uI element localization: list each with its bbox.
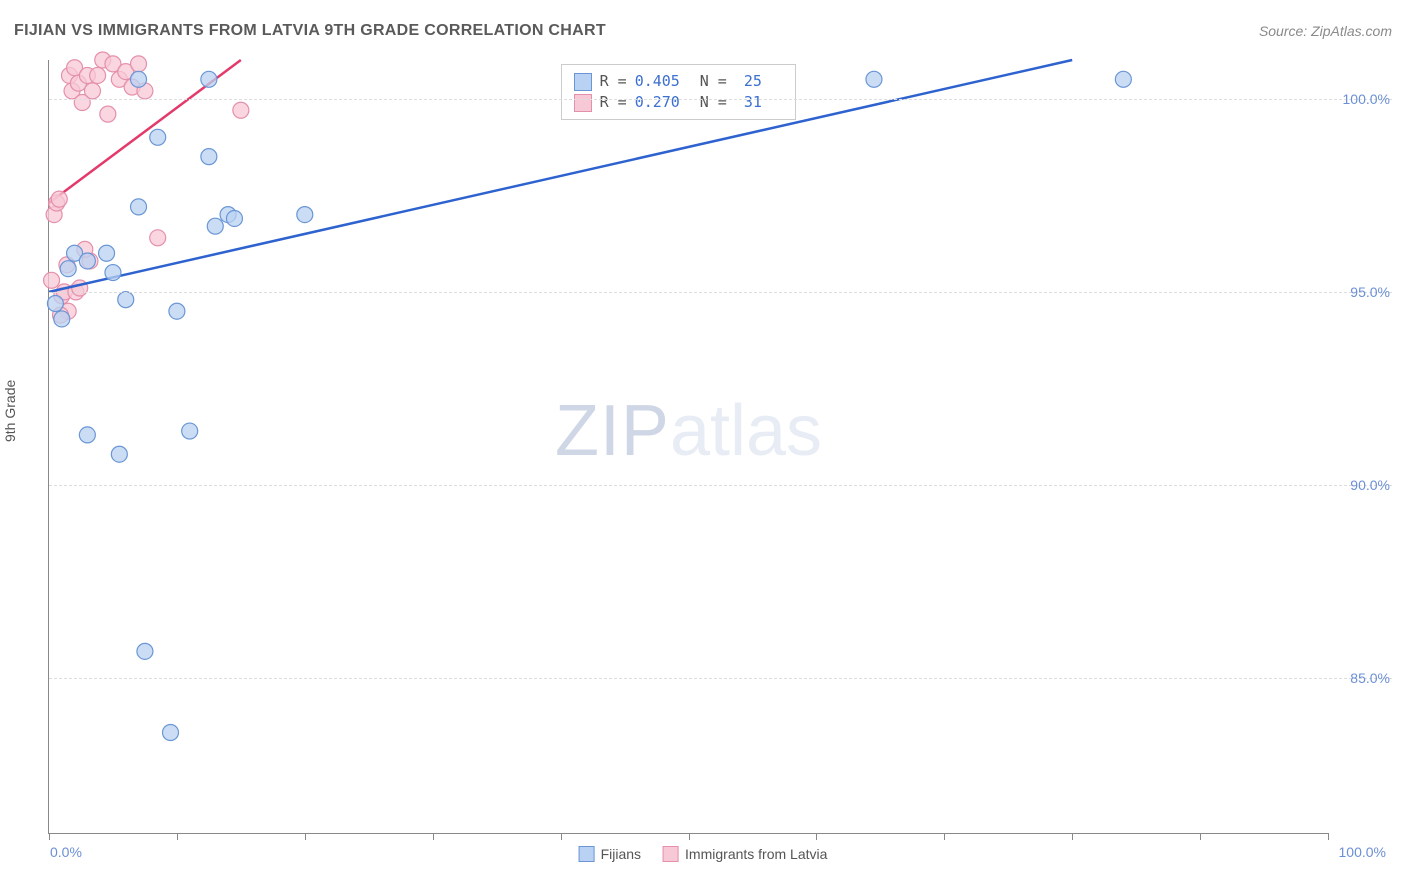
x-tick <box>689 833 690 840</box>
data-point-fijians <box>150 129 166 145</box>
data-point-fijians <box>131 199 147 215</box>
chart-title: FIJIAN VS IMMIGRANTS FROM LATVIA 9TH GRA… <box>14 22 606 40</box>
source-attribution: Source: ZipAtlas.com <box>1259 23 1392 39</box>
data-point-latvia <box>44 272 60 288</box>
chart-header: FIJIAN VS IMMIGRANTS FROM LATVIA 9TH GRA… <box>14 22 1392 40</box>
plot-area: ZIPatlas R =0.405 N = 25R =0.270 N = 31 … <box>48 60 1328 834</box>
x-tick <box>1072 833 1073 840</box>
x-tick <box>49 833 50 840</box>
data-point-fijians <box>169 303 185 319</box>
x-tick <box>944 833 945 840</box>
n-label: N = <box>691 71 727 92</box>
x-axis-min-label: 0.0% <box>50 844 82 860</box>
data-point-latvia <box>100 106 116 122</box>
data-point-fijians <box>182 423 198 439</box>
legend-item-latvia: Immigrants from Latvia <box>663 846 827 862</box>
series-legend: Fijians Immigrants from Latvia <box>579 846 828 862</box>
x-tick <box>305 833 306 840</box>
data-point-fijians <box>79 253 95 269</box>
corr-row-fijians: R = 0.405 N = 25 <box>574 71 783 92</box>
legend-label-fijians: Fijians <box>601 846 641 862</box>
data-point-fijians <box>1115 71 1131 87</box>
data-point-latvia <box>90 67 106 83</box>
data-point-fijians <box>131 71 147 87</box>
y-tick-label: 90.0% <box>1350 477 1390 493</box>
chart-container: 9th Grade ZIPatlas R =0.405 N = 25R =0.2… <box>14 54 1392 874</box>
data-point-fijians <box>111 446 127 462</box>
r-label: R = <box>600 71 627 92</box>
x-tick <box>561 833 562 840</box>
data-point-fijians <box>297 207 313 223</box>
data-point-latvia <box>150 230 166 246</box>
r-value-latvia: 0.270 <box>635 92 683 113</box>
data-point-fijians <box>99 245 115 261</box>
corr-swatch-fijians <box>574 73 592 91</box>
data-point-fijians <box>201 71 217 87</box>
data-point-fijians <box>105 265 121 281</box>
data-point-fijians <box>207 218 223 234</box>
corr-row-latvia: R = 0.270 N = 31 <box>574 92 783 113</box>
x-tick <box>433 833 434 840</box>
legend-item-fijians: Fijians <box>579 846 641 862</box>
x-axis-max-label: 100.0% <box>1339 844 1386 860</box>
data-point-latvia <box>51 191 67 207</box>
gridline <box>49 99 1392 100</box>
gridline <box>49 678 1392 679</box>
gridline <box>49 485 1392 486</box>
data-point-fijians <box>118 292 134 308</box>
data-point-latvia <box>131 56 147 72</box>
data-point-latvia <box>84 83 100 99</box>
data-point-fijians <box>137 643 153 659</box>
r-label: R = <box>600 92 627 113</box>
legend-swatch-fijians <box>579 846 595 862</box>
x-tick <box>816 833 817 840</box>
data-point-fijians <box>163 725 179 741</box>
data-point-fijians <box>54 311 70 327</box>
plot-svg <box>49 60 1328 833</box>
x-tick <box>1328 833 1329 840</box>
legend-swatch-latvia <box>663 846 679 862</box>
r-value-fijians: 0.405 <box>635 71 683 92</box>
data-point-fijians <box>47 295 63 311</box>
y-tick-label: 85.0% <box>1350 670 1390 686</box>
y-axis-label: 9th Grade <box>2 380 18 442</box>
gridline <box>49 292 1392 293</box>
n-value-latvia: 31 <box>735 92 783 113</box>
data-point-fijians <box>866 71 882 87</box>
y-tick-label: 100.0% <box>1343 91 1390 107</box>
data-point-fijians <box>79 427 95 443</box>
x-tick <box>177 833 178 840</box>
x-tick <box>1200 833 1201 840</box>
data-point-latvia <box>233 102 249 118</box>
legend-label-latvia: Immigrants from Latvia <box>685 846 827 862</box>
correlation-legend: R = 0.405 N = 25 R = 0.270 N = 31 <box>561 64 796 120</box>
data-point-fijians <box>201 149 217 165</box>
n-label: N = <box>691 92 727 113</box>
data-point-fijians <box>226 210 242 226</box>
y-tick-label: 95.0% <box>1350 284 1390 300</box>
data-point-fijians <box>60 261 76 277</box>
corr-swatch-latvia <box>574 94 592 112</box>
n-value-fijians: 25 <box>735 71 783 92</box>
